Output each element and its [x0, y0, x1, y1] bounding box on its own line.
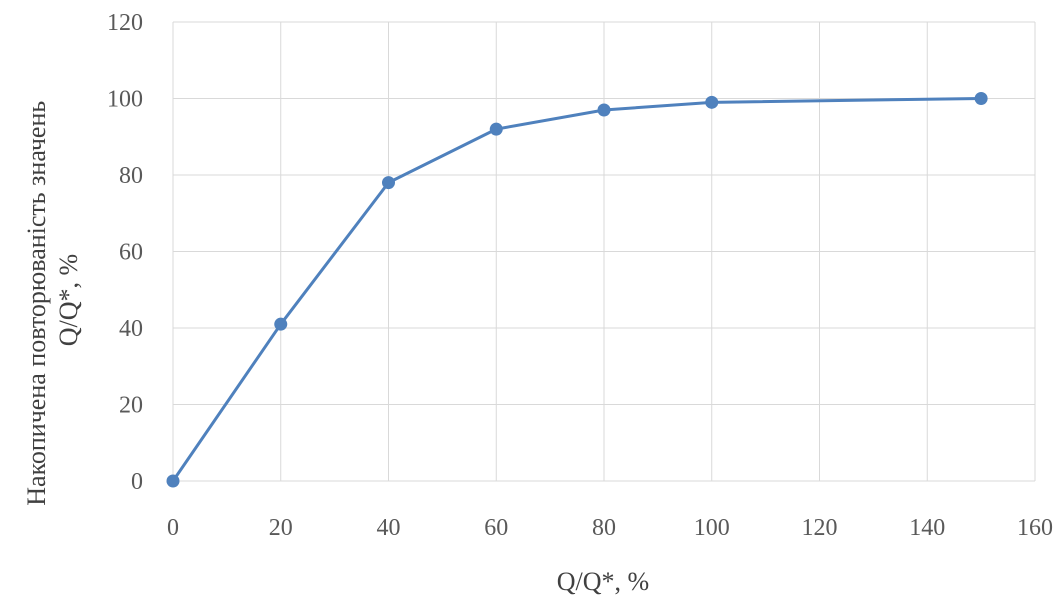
grid	[172, 21, 1036, 482]
y-tick-label: 0	[131, 469, 143, 495]
x-tick-label: 140	[909, 515, 945, 541]
x-axis-ticks: 0 20 40 60 80 100 120 140 160	[167, 515, 1053, 541]
x-tick-label: 0	[167, 515, 179, 541]
data-point	[489, 122, 503, 136]
y-axis-ticks: 0 20 40 60 80 100 120	[107, 10, 143, 495]
data-point	[274, 317, 288, 331]
y-tick-label: 20	[119, 393, 143, 419]
data-point	[597, 103, 611, 117]
x-tick-label: 80	[592, 515, 616, 541]
x-tick-label: 20	[269, 515, 293, 541]
data-point	[382, 176, 395, 190]
y-axis-title-line-2: Q/Q*, %	[54, 254, 83, 346]
data-point	[705, 95, 719, 109]
x-tick-label: 100	[694, 515, 730, 541]
x-axis-title: Q/Q*, %	[557, 567, 649, 596]
y-axis-title-line-1: Накопичена повторюваність значень	[22, 101, 51, 506]
y-tick-label: 40	[119, 316, 143, 342]
y-tick-label: 60	[119, 240, 143, 266]
y-tick-label: 120	[107, 10, 143, 36]
x-tick-label: 160	[1017, 515, 1053, 541]
x-tick-label: 120	[802, 515, 838, 541]
x-tick-label: 40	[377, 515, 401, 541]
y-tick-label: 80	[119, 163, 143, 189]
series-line	[171, 97, 983, 483]
y-axis-title: Накопичена повторюваність значень Q/Q*, …	[22, 94, 83, 505]
data-point	[974, 92, 988, 105]
x-tick-label: 60	[484, 515, 508, 541]
y-tick-label: 100	[107, 87, 143, 113]
series-layer	[166, 92, 988, 488]
data-point	[166, 474, 180, 488]
